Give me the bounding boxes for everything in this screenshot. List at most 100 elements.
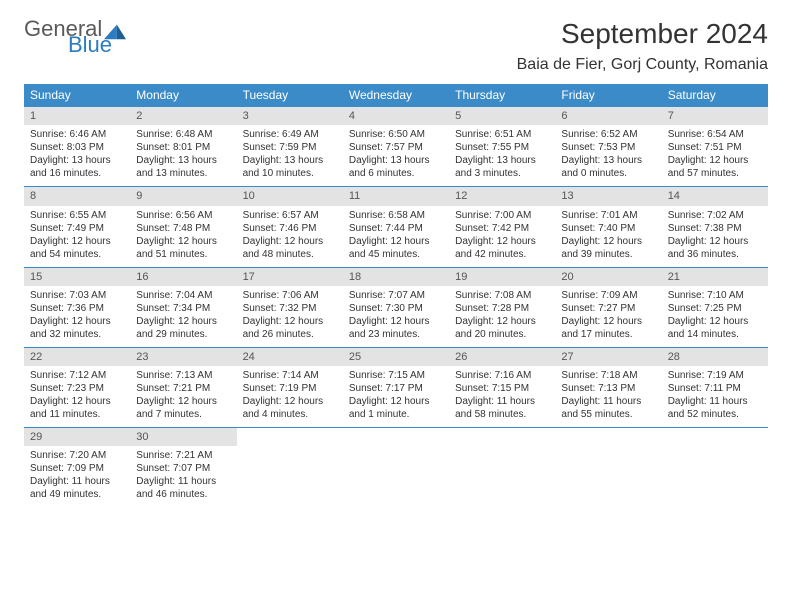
day-body: Sunrise: 7:07 AMSunset: 7:30 PMDaylight:… bbox=[343, 286, 449, 347]
day-line: Daylight: 13 hours bbox=[30, 154, 124, 167]
weekday-header: Friday bbox=[555, 84, 661, 106]
day-line: and 58 minutes. bbox=[455, 408, 549, 421]
day-line: and 4 minutes. bbox=[243, 408, 337, 421]
day-body: Sunrise: 7:00 AMSunset: 7:42 PMDaylight:… bbox=[449, 206, 555, 267]
day-line: and 51 minutes. bbox=[136, 248, 230, 261]
day-line: and 6 minutes. bbox=[349, 167, 443, 180]
day-number: 11 bbox=[343, 187, 449, 205]
day-line: Daylight: 12 hours bbox=[30, 395, 124, 408]
day-line: and 26 minutes. bbox=[243, 328, 337, 341]
day-cell: 26Sunrise: 7:16 AMSunset: 7:15 PMDayligh… bbox=[449, 348, 555, 427]
day-cell: 14Sunrise: 7:02 AMSunset: 7:38 PMDayligh… bbox=[662, 187, 768, 266]
day-line: Sunrise: 7:20 AM bbox=[30, 449, 124, 462]
day-cell bbox=[662, 428, 768, 507]
day-number: 6 bbox=[555, 107, 661, 125]
day-line: Daylight: 12 hours bbox=[30, 235, 124, 248]
day-body: Sunrise: 6:56 AMSunset: 7:48 PMDaylight:… bbox=[130, 206, 236, 267]
day-cell: 20Sunrise: 7:09 AMSunset: 7:27 PMDayligh… bbox=[555, 268, 661, 347]
day-line: and 11 minutes. bbox=[30, 408, 124, 421]
day-line: and 20 minutes. bbox=[455, 328, 549, 341]
day-line: Sunset: 7:07 PM bbox=[136, 462, 230, 475]
day-line: Sunrise: 6:48 AM bbox=[136, 128, 230, 141]
day-cell: 18Sunrise: 7:07 AMSunset: 7:30 PMDayligh… bbox=[343, 268, 449, 347]
day-body: Sunrise: 6:48 AMSunset: 8:01 PMDaylight:… bbox=[130, 125, 236, 186]
day-number: 27 bbox=[555, 348, 661, 366]
day-number: 18 bbox=[343, 268, 449, 286]
week-row: 15Sunrise: 7:03 AMSunset: 7:36 PMDayligh… bbox=[24, 267, 768, 347]
day-line: Sunrise: 7:02 AM bbox=[668, 209, 762, 222]
day-cell: 30Sunrise: 7:21 AMSunset: 7:07 PMDayligh… bbox=[130, 428, 236, 507]
day-line: Sunset: 7:25 PM bbox=[668, 302, 762, 315]
day-line: Sunset: 7:42 PM bbox=[455, 222, 549, 235]
day-line: Sunrise: 6:50 AM bbox=[349, 128, 443, 141]
day-cell: 5Sunrise: 6:51 AMSunset: 7:55 PMDaylight… bbox=[449, 107, 555, 186]
day-number: 21 bbox=[662, 268, 768, 286]
day-body: Sunrise: 7:15 AMSunset: 7:17 PMDaylight:… bbox=[343, 366, 449, 427]
day-number: 30 bbox=[130, 428, 236, 446]
day-cell: 28Sunrise: 7:19 AMSunset: 7:11 PMDayligh… bbox=[662, 348, 768, 427]
day-line: and 49 minutes. bbox=[30, 488, 124, 501]
day-line: Sunset: 7:28 PM bbox=[455, 302, 549, 315]
day-line: Sunset: 7:15 PM bbox=[455, 382, 549, 395]
day-line: Sunset: 8:03 PM bbox=[30, 141, 124, 154]
day-line: Sunset: 7:53 PM bbox=[561, 141, 655, 154]
day-line: Sunset: 7:34 PM bbox=[136, 302, 230, 315]
day-cell bbox=[449, 428, 555, 507]
day-number: 23 bbox=[130, 348, 236, 366]
day-line: Sunset: 7:27 PM bbox=[561, 302, 655, 315]
day-line: Sunrise: 7:09 AM bbox=[561, 289, 655, 302]
day-line: Sunrise: 6:49 AM bbox=[243, 128, 337, 141]
day-line: Sunset: 7:09 PM bbox=[30, 462, 124, 475]
day-cell: 6Sunrise: 6:52 AMSunset: 7:53 PMDaylight… bbox=[555, 107, 661, 186]
day-line: and 57 minutes. bbox=[668, 167, 762, 180]
day-body: Sunrise: 7:21 AMSunset: 7:07 PMDaylight:… bbox=[130, 446, 236, 507]
day-line: Daylight: 12 hours bbox=[136, 395, 230, 408]
day-line: Sunset: 7:23 PM bbox=[30, 382, 124, 395]
day-number: 25 bbox=[343, 348, 449, 366]
day-line: Sunset: 7:32 PM bbox=[243, 302, 337, 315]
week-row: 1Sunrise: 6:46 AMSunset: 8:03 PMDaylight… bbox=[24, 106, 768, 186]
day-number: 15 bbox=[24, 268, 130, 286]
day-body: Sunrise: 6:58 AMSunset: 7:44 PMDaylight:… bbox=[343, 206, 449, 267]
day-body: Sunrise: 7:01 AMSunset: 7:40 PMDaylight:… bbox=[555, 206, 661, 267]
day-number: 28 bbox=[662, 348, 768, 366]
day-line: Sunrise: 6:46 AM bbox=[30, 128, 124, 141]
day-number: 9 bbox=[130, 187, 236, 205]
day-line: Daylight: 12 hours bbox=[455, 235, 549, 248]
day-body: Sunrise: 6:46 AMSunset: 8:03 PMDaylight:… bbox=[24, 125, 130, 186]
day-line: and 45 minutes. bbox=[349, 248, 443, 261]
day-line: Sunset: 7:55 PM bbox=[455, 141, 549, 154]
day-line: Sunrise: 7:13 AM bbox=[136, 369, 230, 382]
day-line: Daylight: 12 hours bbox=[561, 315, 655, 328]
day-number: 8 bbox=[24, 187, 130, 205]
day-body: Sunrise: 6:51 AMSunset: 7:55 PMDaylight:… bbox=[449, 125, 555, 186]
day-line: and 54 minutes. bbox=[30, 248, 124, 261]
day-body: Sunrise: 7:13 AMSunset: 7:21 PMDaylight:… bbox=[130, 366, 236, 427]
day-line: Daylight: 12 hours bbox=[561, 235, 655, 248]
day-number: 16 bbox=[130, 268, 236, 286]
day-line: Sunset: 8:01 PM bbox=[136, 141, 230, 154]
day-body: Sunrise: 7:08 AMSunset: 7:28 PMDaylight:… bbox=[449, 286, 555, 347]
day-cell: 4Sunrise: 6:50 AMSunset: 7:57 PMDaylight… bbox=[343, 107, 449, 186]
weekday-header-row: SundayMondayTuesdayWednesdayThursdayFrid… bbox=[24, 84, 768, 106]
day-number: 19 bbox=[449, 268, 555, 286]
weekday-header: Wednesday bbox=[343, 84, 449, 106]
day-line: Sunrise: 7:14 AM bbox=[243, 369, 337, 382]
day-cell: 23Sunrise: 7:13 AMSunset: 7:21 PMDayligh… bbox=[130, 348, 236, 427]
week-row: 22Sunrise: 7:12 AMSunset: 7:23 PMDayligh… bbox=[24, 347, 768, 427]
day-body: Sunrise: 7:02 AMSunset: 7:38 PMDaylight:… bbox=[662, 206, 768, 267]
day-line: Sunrise: 6:52 AM bbox=[561, 128, 655, 141]
day-cell bbox=[555, 428, 661, 507]
day-line: Sunrise: 7:06 AM bbox=[243, 289, 337, 302]
day-number: 7 bbox=[662, 107, 768, 125]
day-line: and 46 minutes. bbox=[136, 488, 230, 501]
day-line: Sunset: 7:17 PM bbox=[349, 382, 443, 395]
day-line: Daylight: 11 hours bbox=[455, 395, 549, 408]
day-body: Sunrise: 6:55 AMSunset: 7:49 PMDaylight:… bbox=[24, 206, 130, 267]
day-number: 4 bbox=[343, 107, 449, 125]
header: General Blue September 2024 Baia de Fier… bbox=[24, 18, 768, 74]
day-number: 29 bbox=[24, 428, 130, 446]
day-line: Daylight: 12 hours bbox=[243, 235, 337, 248]
day-body: Sunrise: 7:10 AMSunset: 7:25 PMDaylight:… bbox=[662, 286, 768, 347]
weekday-header: Thursday bbox=[449, 84, 555, 106]
